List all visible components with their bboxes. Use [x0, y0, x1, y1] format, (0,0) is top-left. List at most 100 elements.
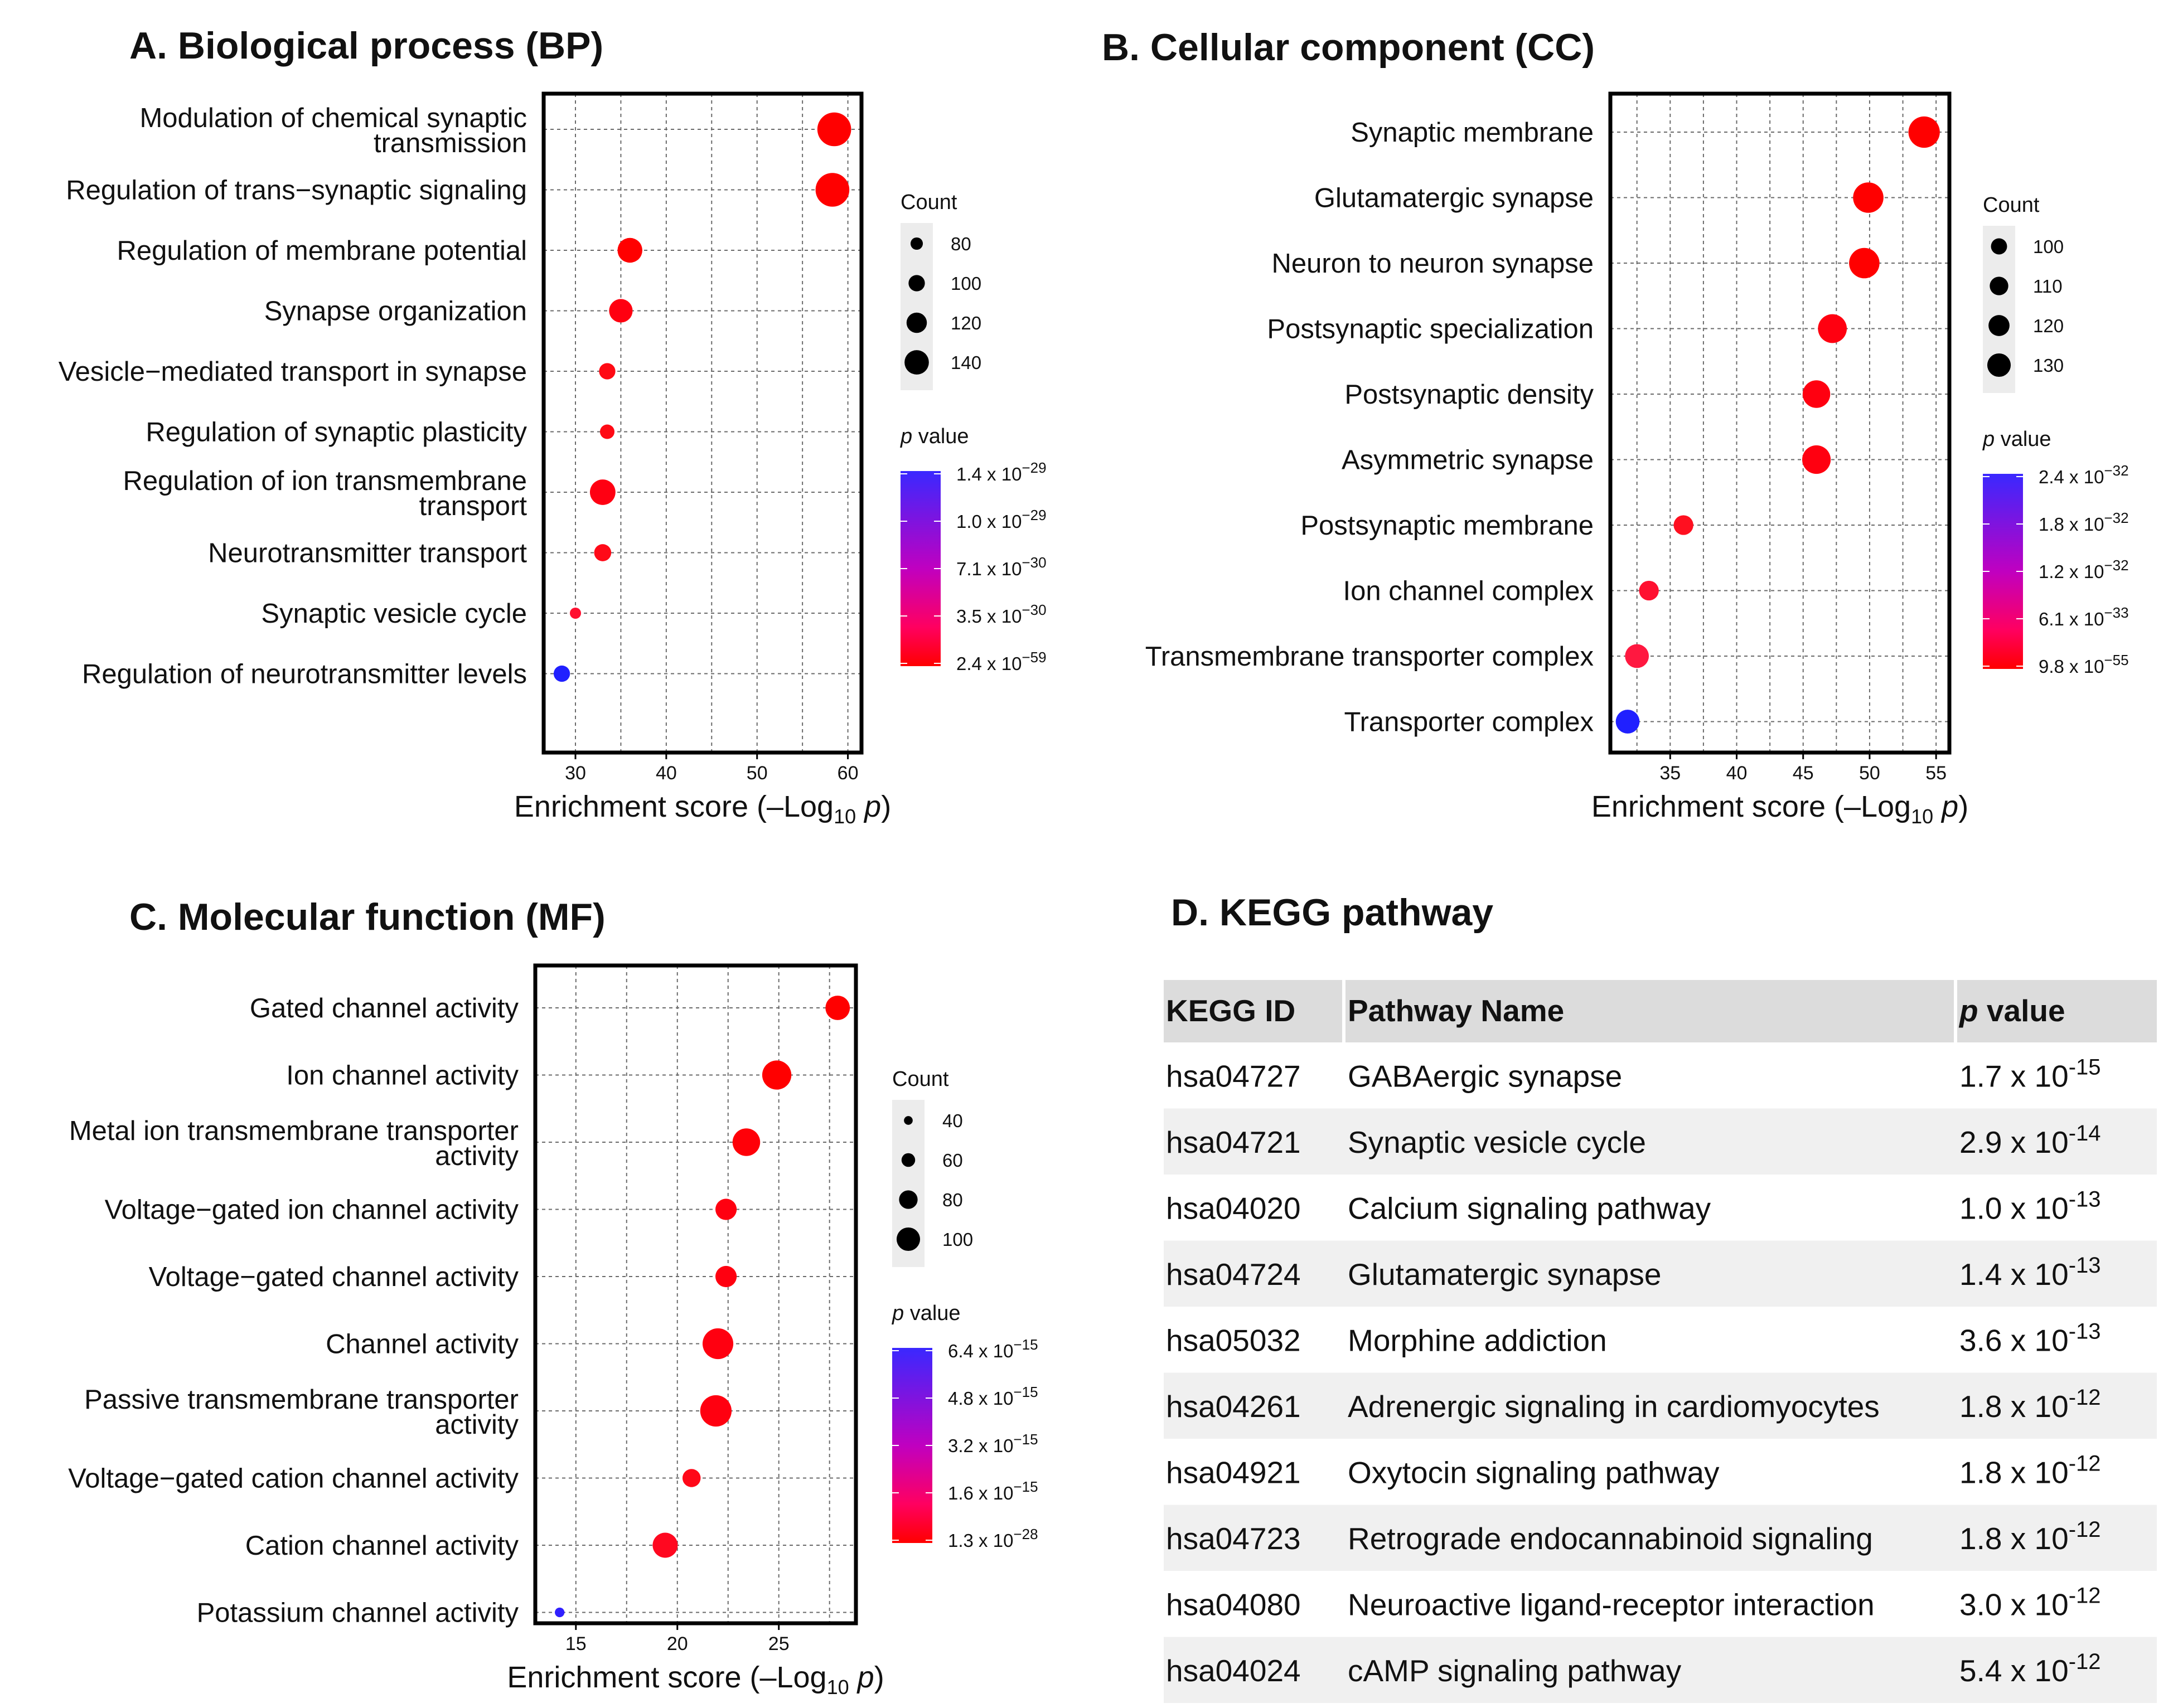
count-legend-label: 60 [942, 1150, 963, 1171]
count-legend-label: 100 [942, 1229, 973, 1250]
category-label: Regulation of membrane potential [117, 236, 527, 266]
x-axis-label: Enrichment score (–Log10 p) [507, 1661, 884, 1699]
category-label: Gated channel activity [250, 993, 519, 1023]
kegg-table: KEGG ID Pathway Name p value hsa04727 GABAer… [1164, 980, 2157, 1703]
data-point [700, 1395, 732, 1427]
panel-title: C. Molecular function (MF) [129, 896, 606, 938]
panel-kegg: D. KEGG pathway KEGG ID Pathway Name p val… [1164, 891, 2157, 1703]
data-point [599, 424, 615, 439]
plot-area: Modulation of chemical synaptic transmiss… [59, 91, 891, 828]
table-cell-pathway-name: Neuroactive ligand-receptor interaction [1348, 1587, 1875, 1622]
table-row-stripe [1164, 1372, 2157, 1439]
table-cell-kegg-id: hsa04080 [1166, 1587, 1301, 1622]
x-tick-label: 20 [667, 1633, 688, 1654]
table-cell-p-value: 1.7 x 10-15 [1959, 1055, 2101, 1093]
data-point [1802, 445, 1831, 474]
pvalue-legend-label: 6.4 x 10−15 [948, 1336, 1038, 1361]
x-axis-label: Enrichment score (–Log10 p) [514, 790, 891, 828]
category-label: Neurotransmitter transport [208, 538, 527, 569]
category-label: Potassium channel activity [197, 1598, 519, 1628]
table-cell-p-value: 1.8 x 10-12 [1959, 1517, 2101, 1556]
data-point [815, 173, 850, 207]
table-cell-pathway-name: Synaptic vesicle cycle [1348, 1125, 1646, 1159]
count-legend-label: 120 [951, 313, 981, 333]
pvalue-legend-label: 2.4 x 10−59 [956, 649, 1047, 674]
table-header-label: p value [1958, 993, 2065, 1028]
count-legend-dot [904, 1116, 913, 1125]
table-cell-kegg-id: hsa04024 [1166, 1653, 1301, 1688]
panel-title: B. Cellular component (CC) [1102, 26, 1595, 69]
x-tick-label: 45 [1793, 763, 1814, 784]
category-label: Modulation of chemical synaptic transmiss… [139, 103, 527, 158]
data-point [702, 1328, 734, 1360]
table-cell-p-value: 1.8 x 10-12 [1959, 1385, 2101, 1424]
pvalue-legend-label: 1.8 x 10−32 [2039, 510, 2129, 535]
table-row-stripe [1164, 1240, 2157, 1307]
count-legend-dot [896, 1227, 921, 1251]
data-point [1615, 710, 1640, 734]
category-label: Ion channel complex [1343, 576, 1594, 606]
data-point [1802, 380, 1831, 408]
data-point [555, 1607, 565, 1618]
x-tick-label: 50 [1859, 763, 1880, 784]
pvalue-legend-label: 3.5 x 10−30 [956, 601, 1047, 627]
x-tick-label: 30 [565, 763, 586, 784]
category-label: Transporter complex [1344, 707, 1594, 737]
table-cell-kegg-id: hsa05032 [1166, 1323, 1301, 1357]
pvalue-legend-label: 1.0 x 10−29 [956, 507, 1047, 532]
pvalue-legend-label: 6.1 x 10−33 [2039, 604, 2129, 629]
pvalue-legend-title: p value [900, 425, 969, 448]
data-point [1908, 116, 1940, 148]
x-tick-label: 50 [747, 763, 768, 784]
table-cell-kegg-id: hsa04724 [1166, 1257, 1301, 1292]
category-label: Transmembrane transporter complex [1145, 642, 1594, 672]
plot-frame [533, 963, 858, 1625]
category-label: Synapse organization [264, 297, 527, 327]
data-point [1673, 515, 1693, 535]
table-cell-pathway-name: Retrograde endocannabinoid signaling [1348, 1521, 1873, 1556]
category-label: Regulation of synaptic plasticity [146, 418, 527, 448]
table-cell-p-value: 1.0 x 10-13 [1959, 1187, 2101, 1225]
panel-cc: B. Cellular component (CC) Synaptic memb… [1102, 26, 2129, 828]
count-legend-dot [904, 350, 929, 375]
table-cell-pathway-name: Morphine addiction [1348, 1323, 1607, 1357]
table-row-stripe [1164, 1505, 2157, 1571]
count-legend-dot [1991, 238, 2007, 255]
count-legend-label: 40 [942, 1110, 963, 1131]
pvalue-legend-label: 1.2 x 10−32 [2039, 557, 2129, 582]
count-legend-label: 110 [2033, 276, 2063, 297]
table-cell-p-value: 5.4 x 10-12 [1959, 1649, 2101, 1688]
x-tick-label: 35 [1659, 763, 1681, 784]
table-cell-pathway-name: cAMP signaling pathway [1348, 1653, 1682, 1688]
table-cell-p-value: 3.0 x 10-12 [1959, 1583, 2101, 1622]
count-legend-dot [910, 237, 923, 250]
pvalue-legend-label: 1.6 x 10−15 [948, 1478, 1038, 1503]
plot-frame [1608, 91, 1952, 755]
data-point [825, 996, 850, 1020]
count-legend-title: Count [892, 1068, 949, 1091]
data-point [1625, 644, 1649, 668]
data-point [762, 1060, 792, 1090]
panel-title: D. KEGG pathway [1171, 891, 1493, 934]
category-label: Voltage−gated cation channel activity [68, 1464, 519, 1494]
count-legend-dot [908, 275, 925, 292]
pvalue-legend-label: 2.4 x 10−32 [2039, 462, 2129, 487]
pvalue-legend-title: p value [892, 1302, 961, 1325]
data-point [715, 1265, 737, 1288]
table-row-stripe [1164, 1108, 2157, 1175]
category-label: Postsynaptic density [1344, 380, 1594, 410]
table-cell-p-value: 2.9 x 10-14 [1959, 1121, 2101, 1159]
legend: Count 100 110 120 130 p value 2.4 x 10−32 1.8 x… [1982, 193, 2129, 677]
category-label: Vesicle−mediated transport in synapse [59, 357, 527, 387]
data-point [594, 544, 612, 561]
category-label: Glutamatergic synapse [1314, 183, 1594, 213]
table-cell-p-value: 1.4 x 10-13 [1959, 1253, 2101, 1292]
data-point [1853, 182, 1884, 213]
category-label: Voltage−gated ion channel activity [105, 1195, 519, 1225]
table-cell-kegg-id: hsa04020 [1166, 1191, 1301, 1225]
table-cell-kegg-id: hsa04921 [1166, 1455, 1301, 1489]
table-cell-p-value: 1.8 x 10-12 [1959, 1451, 2101, 1489]
count-legend-dot [901, 1153, 916, 1167]
data-point [715, 1198, 737, 1220]
